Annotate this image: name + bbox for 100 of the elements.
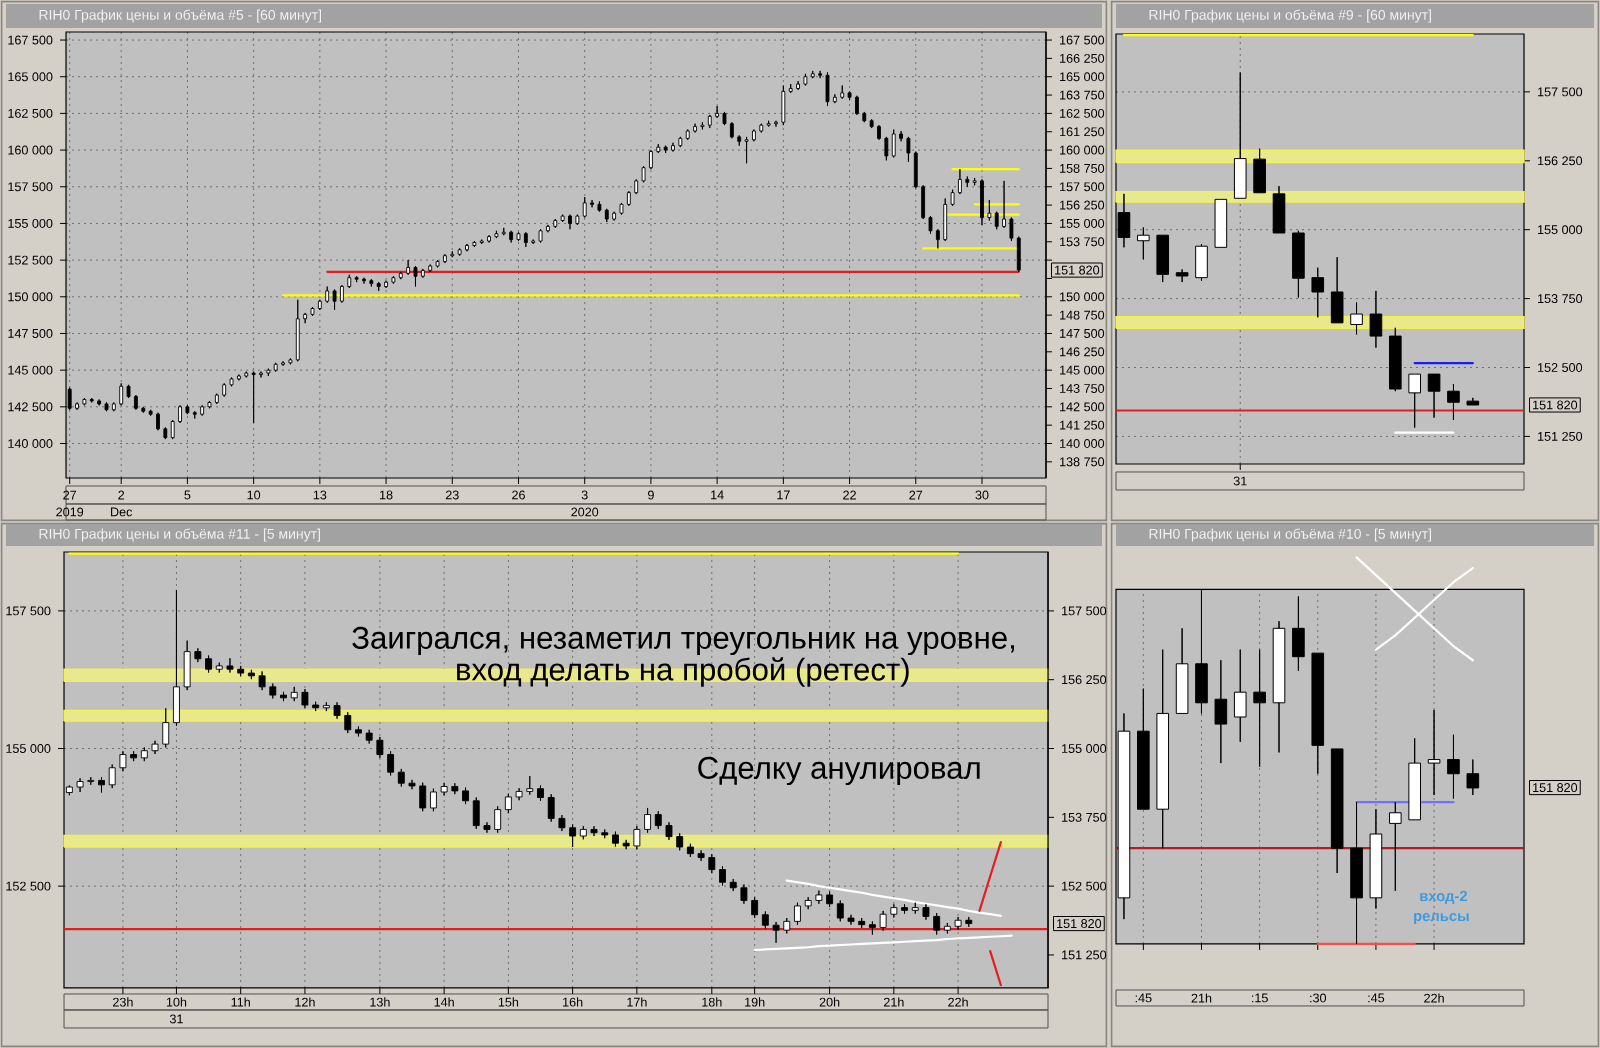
candlestick [803, 73, 808, 86]
candlestick [376, 281, 381, 292]
candlestick [1137, 688, 1150, 810]
candlestick [509, 230, 514, 243]
candlestick [582, 196, 587, 219]
candlestick [104, 401, 109, 412]
candlestick [1330, 256, 1344, 324]
candlestick [1427, 373, 1441, 419]
candlestick [604, 208, 609, 223]
candlestick [1311, 652, 1325, 775]
candlestick [428, 264, 433, 273]
candlestick [1233, 72, 1247, 199]
candlestick [1137, 226, 1150, 260]
candlestick [516, 231, 521, 242]
candlestick [1408, 737, 1421, 821]
candlestick [538, 228, 543, 243]
candlestick [825, 71, 830, 107]
candlestick [435, 259, 440, 268]
candlestick [89, 397, 94, 403]
candlestick [700, 121, 705, 130]
candlestick [266, 368, 271, 377]
candlestick [362, 277, 366, 285]
candlestick [207, 400, 212, 409]
candlestick [280, 691, 287, 702]
candlestick [355, 726, 362, 737]
candlestick [678, 136, 683, 148]
candlestick [781, 85, 786, 126]
candlestick [1156, 649, 1170, 849]
candlestick [788, 83, 793, 94]
candlestick [901, 903, 908, 915]
candlestick [1175, 627, 1189, 714]
candlestick [663, 145, 668, 154]
candlestick [501, 227, 506, 236]
candlestick [1466, 759, 1480, 796]
candlestick [1214, 198, 1228, 248]
candlestick [185, 404, 190, 415]
candlestick [236, 374, 241, 381]
candlestick [693, 123, 697, 133]
candlestick [1214, 659, 1228, 764]
candlestick [759, 123, 764, 133]
candlestick [671, 142, 675, 152]
candlestick [980, 178, 984, 226]
candlestick [810, 70, 815, 79]
candlestick [273, 362, 278, 373]
candlestick [1253, 649, 1266, 768]
candlestick [1253, 148, 1266, 194]
annotation: Сделку анулировал [698, 756, 980, 786]
candlestick [200, 404, 205, 417]
candlestick [1272, 185, 1286, 234]
candlestick [537, 784, 544, 802]
line-series [785, 879, 1003, 917]
candlestick [1447, 383, 1460, 421]
candlestick [472, 240, 477, 248]
candlestick [222, 382, 227, 398]
candlestick [420, 268, 425, 279]
candlestick [553, 218, 558, 229]
candlestick [965, 176, 970, 188]
candlestick [1369, 290, 1383, 349]
candlestick [369, 278, 374, 287]
candlestick [156, 412, 160, 431]
candlestick [1292, 230, 1305, 298]
candlestick [479, 239, 484, 245]
candlestick [391, 275, 396, 285]
candlestick [119, 382, 124, 406]
candlestick [384, 280, 388, 289]
candlestick [1195, 243, 1208, 282]
candlestick [98, 776, 105, 793]
candlestick [1369, 808, 1383, 909]
candlestick [1388, 801, 1402, 892]
candlestick [840, 85, 845, 100]
candlestick [685, 129, 690, 141]
candlestick [1330, 748, 1344, 874]
candlestick [855, 95, 859, 116]
candlestick [443, 253, 447, 264]
candlestick [1350, 301, 1363, 335]
candlestick [244, 371, 249, 378]
candlestick [1388, 327, 1402, 392]
candlestick [744, 136, 749, 164]
annotation: вход делать на пробой (ретест) [457, 657, 909, 687]
candlestick [1350, 801, 1363, 945]
candlestick [281, 360, 285, 367]
candlestick [332, 289, 337, 311]
candlestick [173, 589, 180, 727]
candlestick [719, 865, 726, 887]
candlestick [1447, 734, 1460, 800]
candlestick [97, 399, 102, 406]
candlestick [494, 230, 499, 239]
candlestick [575, 214, 580, 226]
annotation: Заигрался, незаметил треугольник на уровне, [352, 626, 1015, 656]
candlestick [413, 265, 418, 287]
candlestick [612, 211, 617, 221]
candlestick [1156, 234, 1170, 283]
candlestick [192, 410, 197, 420]
candlestick [568, 214, 572, 230]
candlestick [766, 120, 771, 128]
candlestick [82, 397, 87, 406]
candlestick [251, 371, 256, 424]
candlestick [1466, 397, 1480, 406]
candlestick [891, 129, 896, 158]
candlestick [523, 231, 528, 248]
